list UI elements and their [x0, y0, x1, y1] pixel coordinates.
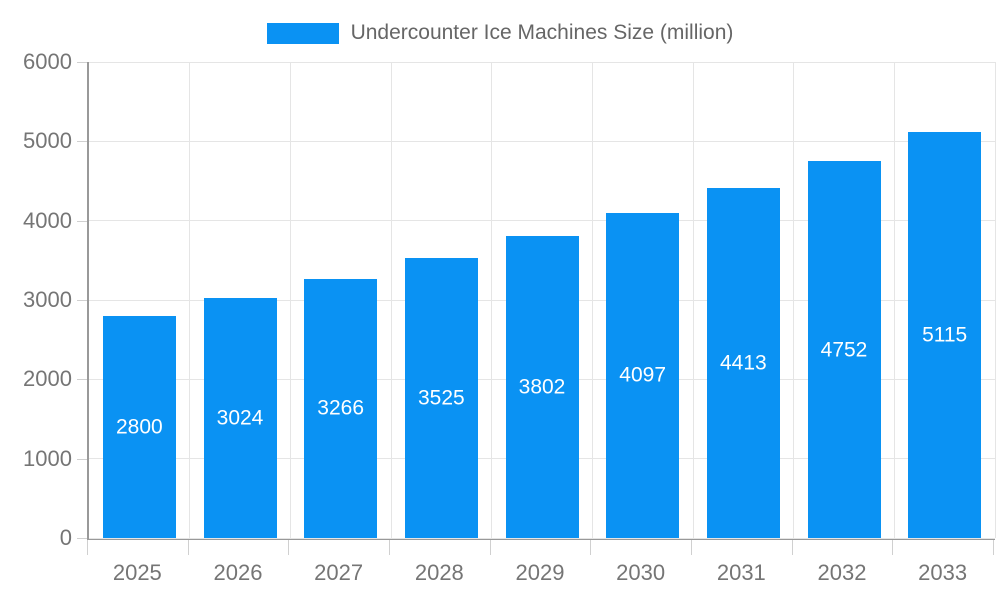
bar-2030[interactable]: 4097 — [606, 212, 680, 538]
h-gridline — [89, 220, 995, 222]
bar-2032[interactable]: 4752 — [807, 161, 881, 538]
v-gridline — [591, 62, 593, 538]
v-gridline — [189, 62, 191, 538]
bar-value-label: 3266 — [317, 396, 365, 420]
y-axis-tick — [77, 538, 87, 539]
x-axis-tick — [288, 540, 290, 555]
y-axis-label: 4000 — [23, 207, 72, 233]
y-axis-label: 1000 — [23, 445, 72, 471]
x-axis-label: 2027 — [314, 560, 364, 585]
x-axis-label: 2026 — [213, 560, 263, 585]
v-gridline — [793, 62, 795, 538]
x-axis-tick — [993, 540, 994, 555]
y-axis-label: 5000 — [23, 128, 72, 154]
bar-value-label: 2800 — [115, 415, 163, 439]
x-axis-tick — [791, 540, 793, 555]
v-gridline — [390, 62, 392, 538]
y-axis-tick — [77, 62, 87, 63]
bar-value-label: 4413 — [719, 351, 767, 375]
v-gridline — [491, 62, 493, 538]
y-axis-tick — [77, 220, 87, 222]
legend-label: Undercounter Ice Machines Size (million) — [350, 21, 734, 44]
bar-2026[interactable]: 3024 — [203, 298, 277, 538]
y-axis-label: 6000 — [23, 49, 72, 74]
x-axis-tick — [590, 540, 592, 555]
x-axis-label: 2031 — [716, 560, 766, 585]
x-axis-label: 2032 — [817, 560, 867, 585]
x-axis-tick — [489, 540, 491, 555]
bar-2027[interactable]: 3266 — [304, 278, 378, 538]
bar-value-label: 4752 — [820, 338, 868, 361]
y-axis-tick — [77, 141, 87, 143]
bar-2029[interactable]: 3802 — [505, 236, 579, 538]
bar-2033[interactable]: 5115 — [908, 132, 982, 538]
x-axis-label: 2033 — [918, 560, 968, 585]
x-axis-tick — [389, 540, 390, 555]
bar-2025[interactable]: 2800 — [102, 315, 176, 538]
bar-value-label: 5115 — [922, 323, 968, 347]
plot-area: 2800 3024 3266 3525 3802 4097 4413 4752 5115 — [87, 61, 996, 540]
y-axis-tick — [77, 458, 87, 460]
legend-swatch-icon — [266, 22, 339, 44]
y-axis-tick — [77, 300, 87, 301]
x-axis-label: 2025 — [112, 560, 162, 585]
x-axis-tick — [87, 540, 88, 555]
bar-value-label: 3024 — [216, 406, 264, 430]
h-gridline — [89, 61, 995, 63]
bar-2031[interactable]: 4413 — [706, 187, 780, 538]
x-axis-tick — [691, 540, 692, 555]
x-axis-label: 2030 — [616, 560, 666, 585]
bar-value-label: 3525 — [417, 386, 465, 410]
v-gridline — [994, 62, 996, 538]
y-axis-label: 3000 — [23, 287, 72, 312]
bar-value-label: 4097 — [619, 363, 667, 387]
h-gridline — [89, 140, 995, 142]
x-axis-tick — [892, 540, 894, 555]
x-axis-label: 2028 — [414, 560, 464, 585]
v-gridline — [692, 62, 694, 538]
x-axis-tick — [187, 540, 189, 555]
y-axis-label: 2000 — [23, 366, 72, 392]
legend-item[interactable]: Undercounter Ice Machines Size (million) — [0, 21, 1000, 45]
x-axis-label: 2029 — [515, 560, 565, 585]
h-gridline — [89, 537, 995, 539]
bar-2028[interactable]: 3525 — [404, 258, 478, 538]
v-gridline — [893, 62, 895, 538]
v-gridline — [289, 62, 291, 538]
y-axis-label: 0 — [59, 525, 72, 550]
y-axis-tick — [77, 379, 87, 381]
bar-value-label: 3802 — [518, 375, 566, 399]
